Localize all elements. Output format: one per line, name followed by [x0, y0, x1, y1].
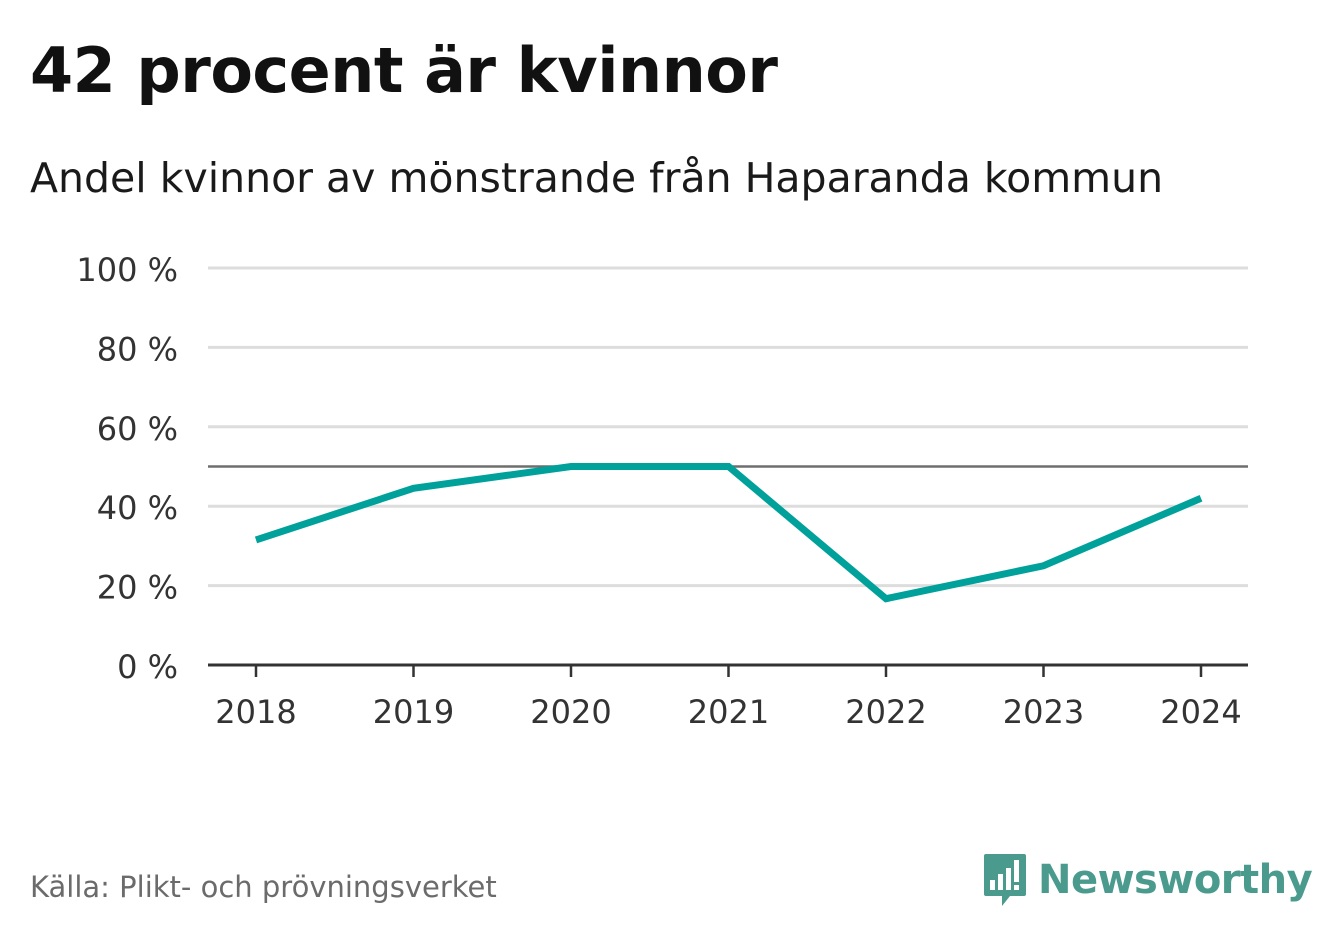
series-line [254, 463, 1203, 603]
y-tick-label: 60 % [97, 410, 178, 448]
x-tick-label: 2023 [1003, 693, 1084, 731]
y-tick-label: 0 % [117, 648, 178, 686]
y-tick-label: 40 % [97, 489, 178, 527]
newsworthy-bar-chart-icon [984, 854, 1026, 906]
y-tick-label: 100 % [76, 251, 178, 289]
chart-subtitle: Andel kvinnor av mönstrande från Haparan… [30, 154, 1164, 202]
x-tick-label: 2018 [215, 693, 296, 731]
x-tick-label: 2021 [688, 693, 769, 731]
chart-title: 42 procent är kvinnor [30, 34, 778, 107]
x-tick-label: 2020 [530, 693, 611, 731]
x-tick-label: 2019 [373, 693, 454, 731]
newsworthy-logo: Newsworthy [980, 848, 1313, 912]
x-tick-label: 2024 [1160, 693, 1241, 731]
x-tick-label: 2022 [845, 693, 926, 731]
brand-name: Newsworthy [1038, 857, 1313, 903]
source-note: Källa: Plikt- och prövningsverket [30, 870, 497, 904]
y-tick-label: 80 % [97, 330, 178, 368]
y-tick-label: 20 % [97, 569, 178, 607]
